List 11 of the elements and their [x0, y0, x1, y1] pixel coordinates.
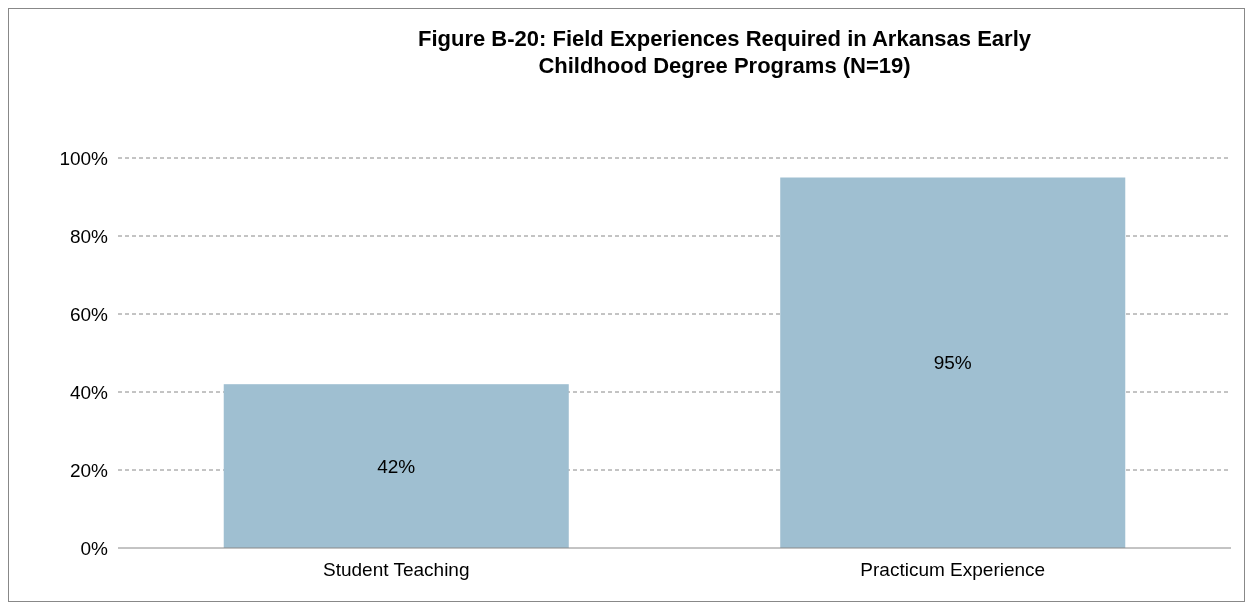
x-tick-label: Student Teaching — [323, 559, 470, 580]
data-label: 95% — [933, 352, 972, 374]
y-tick-label: 0% — [80, 537, 109, 559]
x-tick-label: Practicum Experience — [860, 559, 1046, 580]
chart-title: Figure B-20: Field Experiences Required in Arkansas Early Childhood Degree Programs (N=19) — [418, 26, 1032, 78]
y-tick-label: 20% — [69, 459, 109, 481]
y-tick-label: 40% — [69, 381, 109, 403]
y-tick-label: 60% — [69, 303, 109, 325]
data-label: 42% — [377, 455, 416, 477]
y-tick-label: 80% — [69, 225, 109, 247]
y-tick-label: 100% — [59, 147, 109, 169]
